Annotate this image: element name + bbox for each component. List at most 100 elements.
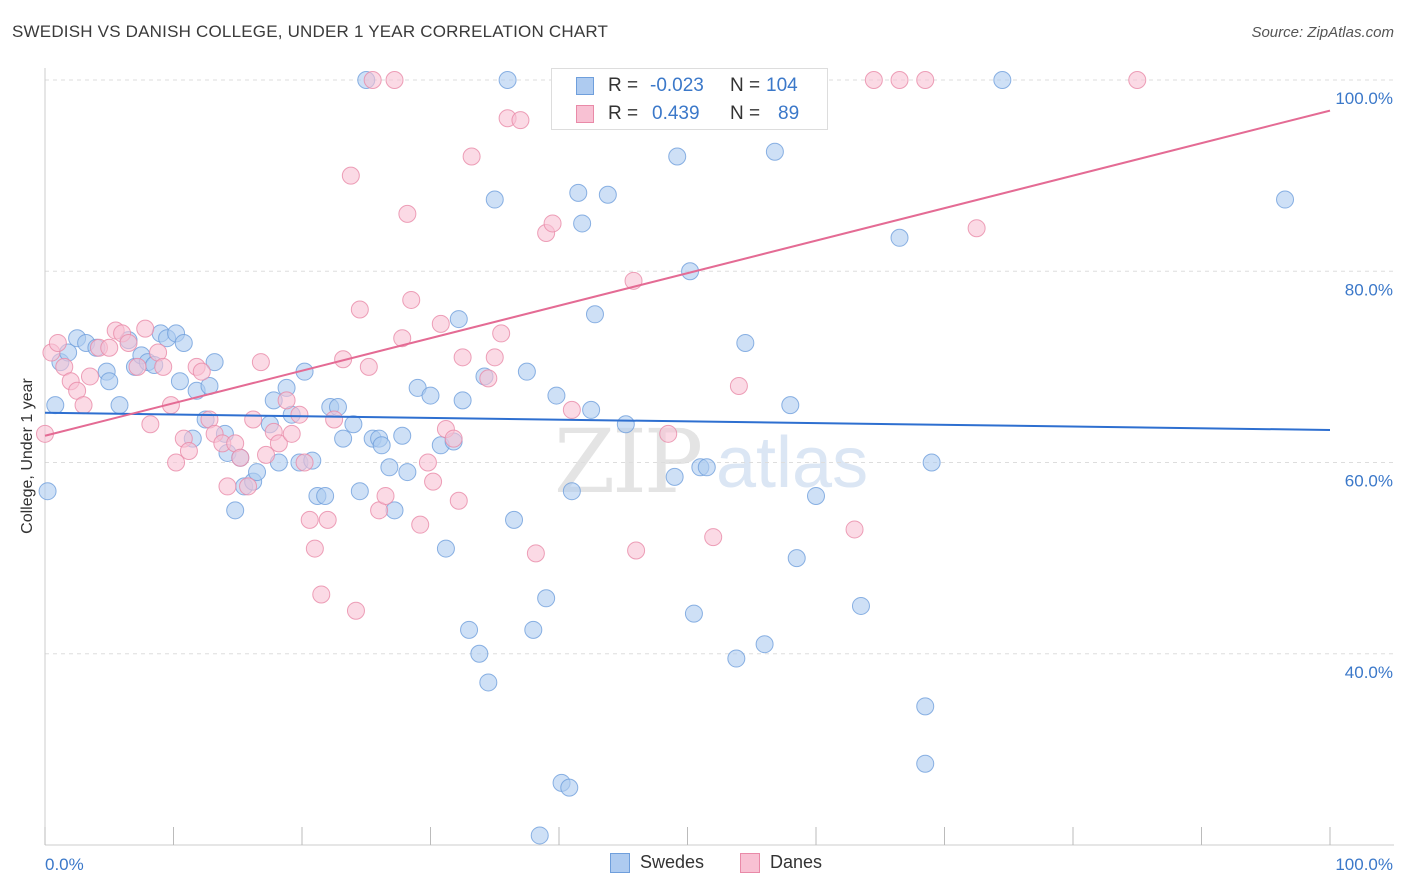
swedes-point [479, 673, 498, 692]
danes-point [282, 424, 301, 443]
danes-point [341, 166, 360, 185]
danes-point [511, 111, 530, 130]
danes-point [318, 510, 337, 529]
swedes-point [585, 305, 604, 324]
danes-point [479, 369, 498, 388]
danes-point [346, 601, 365, 620]
swedes-legend-label: Swedes [640, 852, 705, 872]
swedes-point [993, 71, 1012, 89]
swedes-point [547, 386, 566, 405]
x-tick-label: 0.0% [45, 855, 84, 874]
danes-legend-swatch [740, 852, 760, 873]
legend-item-swedes[interactable]: Swedes [610, 852, 704, 873]
swedes-point [421, 386, 440, 405]
danes-point [424, 472, 443, 491]
danes-point [444, 429, 463, 448]
danes-point [449, 491, 468, 510]
danes-point [376, 486, 395, 505]
danes-point [385, 71, 404, 89]
danes-point [74, 396, 93, 415]
swedes-point [736, 333, 755, 352]
danes-point [543, 214, 562, 233]
danes-point [128, 357, 147, 376]
swedes-point [485, 190, 504, 209]
swedes-point [598, 185, 617, 204]
danes-point [462, 147, 481, 166]
danes-point [290, 405, 309, 424]
danes-point [359, 357, 378, 376]
danes-point [154, 357, 173, 376]
swedes-point [393, 426, 412, 445]
swedes-point [46, 396, 65, 415]
correlation-legend: R = -0.023 N = 104 R = 0.439 N = 89 [551, 68, 828, 130]
swedes-point [334, 429, 353, 448]
swedes-point [697, 458, 716, 477]
swedes-point [582, 400, 601, 419]
danes-point [300, 510, 319, 529]
swedes-point [922, 453, 941, 472]
danes-point [704, 528, 723, 547]
danes-point [295, 453, 314, 472]
swedes-point [498, 71, 517, 89]
swedes-point [916, 697, 935, 716]
swedes-point [916, 754, 935, 773]
danes-point [363, 71, 382, 89]
danes-trend-line [44, 109, 1331, 437]
swedes-point [755, 635, 774, 654]
danes-point [119, 333, 138, 352]
danes-point [277, 391, 296, 410]
swedes-point [350, 482, 369, 501]
swedes-point [226, 501, 245, 520]
swedes-swatch [576, 77, 594, 95]
danes-point [312, 585, 331, 604]
y-tick-label: 100.0% [1335, 89, 1393, 108]
series-legend: Swedes Danes [0, 852, 1406, 876]
swedes-point [110, 396, 129, 415]
swedes-point [205, 353, 224, 372]
swedes-point [1276, 190, 1295, 209]
danes-point [305, 539, 324, 558]
swedes-point [372, 436, 391, 455]
danes-point [257, 445, 276, 464]
swedes-point [787, 549, 806, 568]
danes-point [402, 290, 421, 309]
danes-swatch [576, 105, 594, 123]
swedes-point [668, 147, 687, 166]
legend-item-danes[interactable]: Danes [740, 852, 822, 873]
danes-point [80, 367, 99, 386]
swedes-point [316, 486, 335, 505]
swedes-point [170, 372, 189, 391]
danes-point [492, 324, 511, 343]
swedes-r-value: -0.023 [650, 75, 704, 96]
swedes-legend-swatch [610, 852, 630, 873]
danes-point [864, 71, 883, 89]
danes-point [967, 219, 986, 238]
swedes-point [573, 214, 592, 233]
swedes-point [807, 486, 825, 505]
swedes-point [616, 415, 635, 434]
danes-point [244, 410, 263, 429]
swedes-point [537, 589, 556, 608]
danes-point [890, 71, 909, 89]
danes-point [659, 424, 678, 443]
danes-n-label: N = [730, 103, 761, 124]
swedes-point [449, 310, 468, 329]
swedes-point [470, 644, 489, 663]
danes-point [526, 544, 545, 563]
danes-point [411, 515, 430, 534]
swedes-point [460, 620, 479, 639]
danes-point [325, 410, 344, 429]
swedes-point [727, 649, 746, 668]
source-label: Source: ZipAtlas.com [1251, 24, 1394, 41]
danes-point [239, 477, 258, 496]
danes-point [218, 477, 237, 496]
swedes-point [530, 826, 549, 845]
swedes-point [684, 604, 703, 623]
swedes-point [248, 463, 267, 482]
swedes-point [665, 467, 684, 486]
danes-point [136, 319, 155, 338]
swedes-point [398, 463, 417, 482]
swedes-point [524, 620, 543, 639]
swedes-r-label: R = [608, 75, 639, 96]
danes-point [100, 338, 119, 357]
